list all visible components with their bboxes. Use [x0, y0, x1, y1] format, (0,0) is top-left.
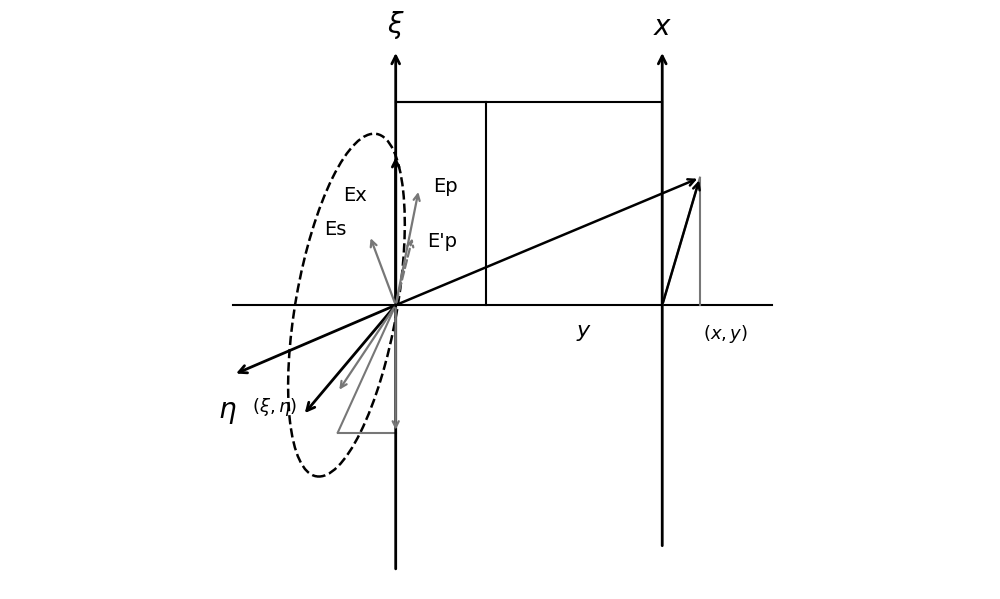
Text: Ex: Ex — [343, 186, 367, 204]
Text: $(x,y)$: $(x,y)$ — [703, 322, 748, 344]
Text: $(\xi,\eta)$: $(\xi,\eta)$ — [252, 395, 297, 418]
Text: Ep: Ep — [433, 177, 458, 196]
Text: $y$: $y$ — [576, 322, 592, 343]
Text: $\eta$: $\eta$ — [218, 398, 237, 426]
Text: E'p: E'p — [428, 232, 458, 251]
Text: Es: Es — [324, 220, 346, 239]
Text: $x$: $x$ — [653, 14, 672, 41]
Text: $\xi$: $\xi$ — [387, 10, 405, 41]
